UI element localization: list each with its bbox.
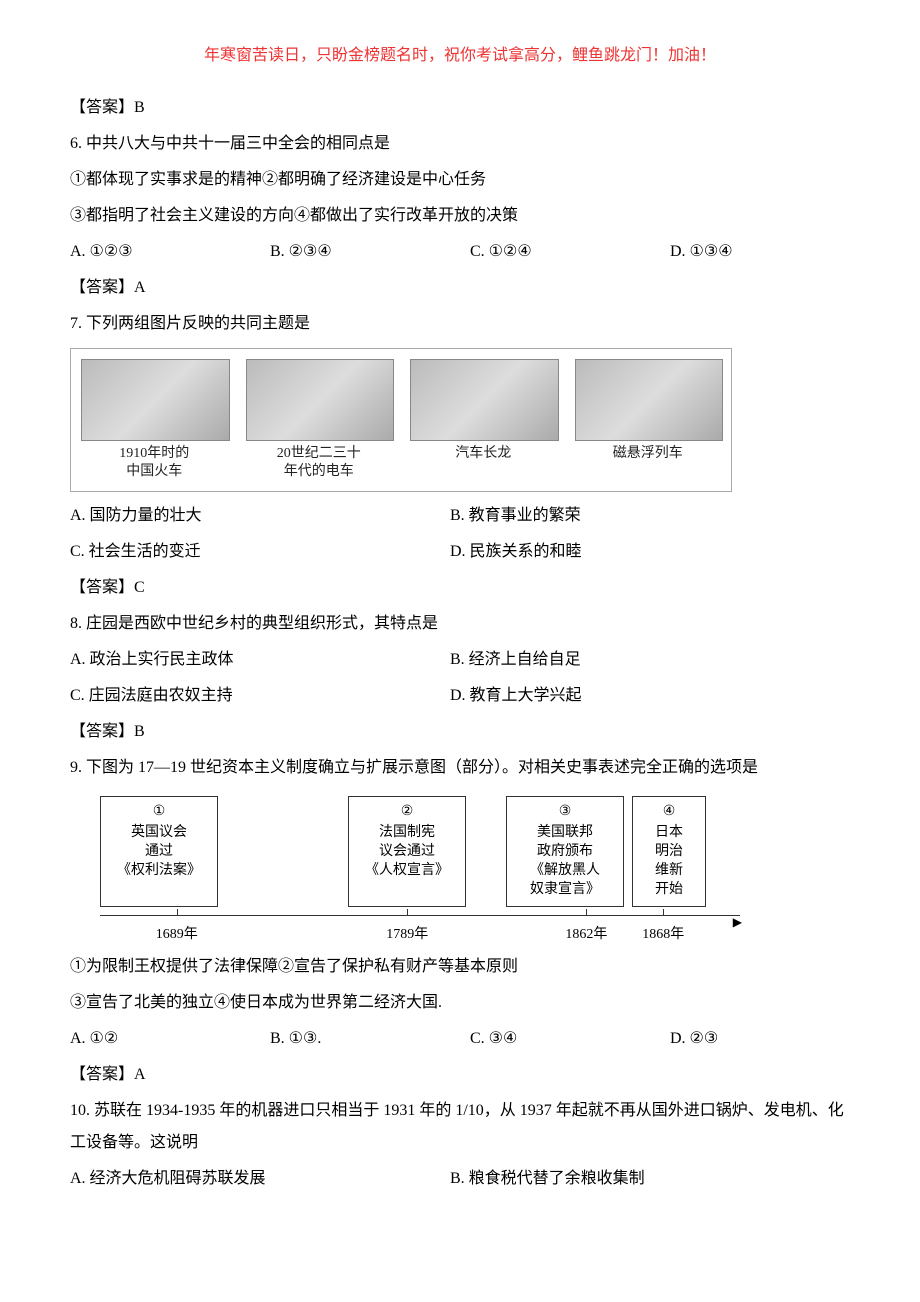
timeline-box-1-line2: 通过 [145,844,173,859]
q6-option-a: A. ①②③ [70,236,270,268]
q10-option-a: A. 经济大危机阻碍苏联发展 [70,1163,450,1195]
timeline-box-1-num: ① [109,803,209,822]
q7-figure: 1910年时的 中国火车 20世纪二三十 年代的电车 汽车长龙 磁悬浮列车 [70,348,850,492]
year-1789: 1789年 [386,921,428,949]
q8-stem: 8. 庄园是西欧中世纪乡村的典型组织形式，其特点是 [70,608,850,640]
axis-line [100,915,740,916]
q6-options: A. ①②③ B. ②③④ C. ①②④ D. ①③④ [70,236,850,268]
timeline-box-4-line1: 日本 [655,825,683,840]
q8-options-row2: C. 庄园法庭由农奴主持 D. 教育上大学兴起 [70,680,850,712]
timeline-gap-2 [466,796,506,906]
q7-caption-1b: 中国火车 [81,463,228,481]
q6-option-d: D. ①③④ [670,236,870,268]
q9-option-d: D. ②③ [670,1023,870,1055]
q8-option-c: C. 庄园法庭由农奴主持 [70,680,450,712]
q8-option-d: D. 教育上大学兴起 [450,680,830,712]
q6-stem: 6. 中共八大与中共十一届三中全会的相同点是 [70,128,850,160]
q9-statements-line2: ③宣告了北美的独立④使日本成为世界第二经济大国. [70,987,850,1019]
q10-options-row1: A. 经济大危机阻碍苏联发展 B. 粮食税代替了余粮收集制 [70,1163,850,1195]
car-traffic-image [410,359,559,441]
q8-option-a: A. 政治上实行民主政体 [70,644,450,676]
tick-1862 [586,909,587,915]
q7-caption-4: 磁悬浮列车 [575,445,722,463]
q7-stem: 7. 下列两组图片反映的共同主题是 [70,308,850,340]
timeline-box-2-line1: 法国制宪 [379,825,435,840]
timeline-box-3: ③ 美国联邦 政府颁布 《解放黑人 奴隶宣言》 [506,796,624,906]
q9-option-a: A. ①② [70,1023,270,1055]
q10-option-b: B. 粮食税代替了余粮收集制 [450,1163,830,1195]
timeline-box-2-num: ② [357,803,457,822]
timeline-box-1: ① 英国议会 通过 《权利法案》 [100,796,218,906]
q7-image-1: 1910年时的 中国火车 [81,359,228,481]
q7-option-a: A. 国防力量的壮大 [70,500,450,532]
timeline-box-2-line3: 《人权宣言》 [365,863,449,878]
timeline-box-2: ② 法国制宪 议会通过 《人权宣言》 [348,796,466,906]
timeline-box-4-line4: 开始 [655,882,683,897]
q7-option-b: B. 教育事业的繁荣 [450,500,830,532]
year-1868: 1868年 [642,921,684,949]
q7-image-4: 磁悬浮列车 [575,359,722,481]
q8-option-b: B. 经济上自给自足 [450,644,830,676]
timeline-box-4: ④ 日本 明治 维新 开始 [632,796,706,906]
q9-option-c: C. ③④ [470,1023,670,1055]
q7-options-row2: C. 社会生活的变迁 D. 民族关系的和睦 [70,536,850,568]
q9-statements-line1: ①为限制王权提供了法律保障②宣告了保护私有财产等基本原则 [70,951,850,983]
q7-option-d: D. 民族关系的和睦 [450,536,830,568]
q7-caption-2a: 20世纪二三十 [246,445,393,463]
timeline-box-1-line1: 英国议会 [131,825,187,840]
train-1910-image [81,359,230,441]
answer-8: 【答案】B [70,716,850,748]
timeline-axis: ▶ 1689年 1789年 1862年 1868年 [100,915,740,939]
year-1689: 1689年 [156,921,198,949]
q6-statements-line1: ①都体现了实事求是的精神②都明确了经济建设是中心任务 [70,164,850,196]
motivational-header: 年寒窗苦读日，只盼金榜题名时，祝你考试拿高分，鲤鱼跳龙门！加油！ [70,40,850,72]
timeline-box-3-line2: 政府颁布 [537,844,593,859]
timeline-gap-1 [218,796,348,906]
q7-option-c: C. 社会生活的变迁 [70,536,450,568]
q9-stem: 9. 下图为 17—19 世纪资本主义制度确立与扩展示意图（部分）。对相关史事表… [70,752,850,784]
timeline-box-4-line3: 维新 [655,863,683,878]
timeline-box-3-line4: 奴隶宣言》 [530,882,600,897]
q9-options: A. ①② B. ①③. C. ③④ D. ②③ [70,1023,850,1055]
q8-options-row1: A. 政治上实行民主政体 B. 经济上自给自足 [70,644,850,676]
timeline-box-2-line2: 议会通过 [379,844,435,859]
q6-statements-line2: ③都指明了社会主义建设的方向④都做出了实行改革开放的决策 [70,200,850,232]
timeline-box-1-line3: 《权利法案》 [117,863,201,878]
tick-1789 [407,909,408,915]
q7-image-strip: 1910年时的 中国火车 20世纪二三十 年代的电车 汽车长龙 磁悬浮列车 [70,348,732,492]
axis-arrow-icon: ▶ [733,910,742,934]
q7-caption-1a: 1910年时的 [81,445,228,463]
answer-6: 【答案】A [70,272,850,304]
timeline-box-4-line2: 明治 [655,844,683,859]
q7-caption-2b: 年代的电车 [246,463,393,481]
tick-1689 [177,909,178,915]
maglev-image [575,359,724,441]
q10-stem: 10. 苏联在 1934-1935 年的机器进口只相当于 1931 年的 1/1… [70,1095,850,1159]
q9-timeline: ① 英国议会 通过 《权利法案》 ② 法国制宪 议会通过 《人权宣言》 ③ 美国… [100,796,740,938]
q6-option-c: C. ①②④ [470,236,670,268]
answer-5: 【答案】B [70,92,850,124]
answer-7: 【答案】C [70,572,850,604]
tick-1868 [663,909,664,915]
q7-image-2: 20世纪二三十 年代的电车 [246,359,393,481]
timeline-box-3-line3: 《解放黑人 [530,863,600,878]
timeline-box-4-num: ④ [641,803,697,822]
q7-image-3: 汽车长龙 [410,359,557,481]
timeline-box-3-num: ③ [515,803,615,822]
answer-9: 【答案】A [70,1059,850,1091]
q7-options-row1: A. 国防力量的壮大 B. 教育事业的繁荣 [70,500,850,532]
year-1862: 1862年 [565,921,607,949]
q9-option-b: B. ①③. [270,1023,470,1055]
timeline-box-3-line1: 美国联邦 [537,825,593,840]
tram-1920s-image [246,359,395,441]
timeline-boxes: ① 英国议会 通过 《权利法案》 ② 法国制宪 议会通过 《人权宣言》 ③ 美国… [100,796,740,906]
page: 年寒窗苦读日，只盼金榜题名时，祝你考试拿高分，鲤鱼跳龙门！加油！ 【答案】B 6… [0,0,920,1239]
q6-option-b: B. ②③④ [270,236,470,268]
q7-caption-3: 汽车长龙 [410,445,557,463]
